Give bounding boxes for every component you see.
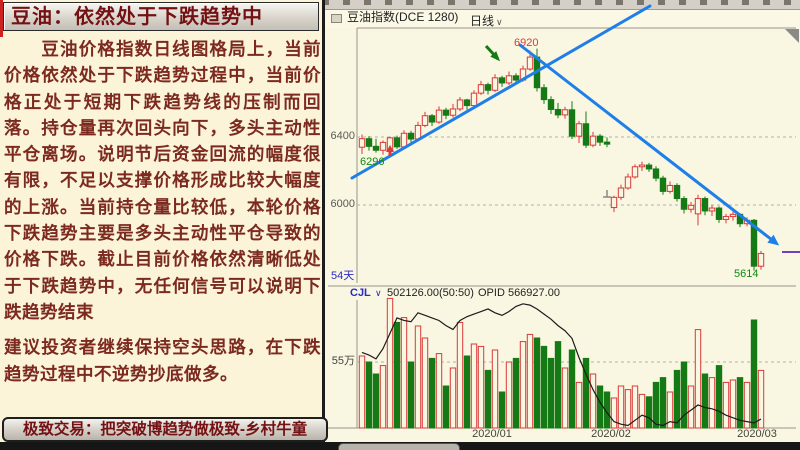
volume-axis-label: 55万 [331, 355, 355, 367]
analysis-panel: 豆油：依然处于下跌趋势中 豆油价格指数日线图格局上，当前价格依然处于下跌趋势过程… [0, 0, 325, 450]
chevron-down-icon: ∨ [496, 17, 503, 27]
peak-price-label: 6920 [514, 37, 539, 49]
last-low-price-label: 5614 [734, 268, 759, 280]
indicator-row: CJL ∨ 502126.00(50:50) OPID 566927.00 [325, 286, 800, 299]
price-axis-label: 6000 [330, 198, 355, 210]
chart-toolbar[interactable] [325, 0, 800, 10]
price-axis-label: 6400 [330, 130, 355, 142]
analysis-title: 豆油：依然处于下跌趋势中 [3, 2, 319, 31]
chevron-down-icon[interactable]: ∨ [375, 288, 382, 298]
indicator-name[interactable]: CJL [350, 287, 371, 299]
red-edge-mark [0, 0, 3, 37]
analysis-paragraph: 豆油价格指数日线图格局上，当前价格依然处于下跌趋势过程中，当前价格正处于短期下跌… [4, 39, 321, 322]
days-count-label: 54天 [331, 270, 355, 282]
scrollbar-thumb[interactable] [338, 443, 460, 450]
indicator-value: 502126.00(50:50) [387, 287, 474, 299]
analysis-paragraph: 建议投资者继续保持空头思路，在下跌趋势过程中不逆势抄底做多。 [4, 337, 321, 384]
signature-banner: 极致交易：把突破博趋势做极致-乡村牛童 [2, 417, 328, 442]
open-interest-value: OPID 566927.00 [478, 287, 560, 299]
time-axis-label: 2020/02 [591, 428, 631, 440]
period-selector[interactable]: 日线 ∨ [470, 12, 503, 29]
left-low-price-label: 6296 [360, 156, 385, 168]
period-label: 日线 [470, 14, 495, 28]
link-icon[interactable] [331, 14, 342, 23]
chart-header-bar [325, 10, 800, 28]
time-axis-label: 2020/03 [737, 428, 777, 440]
analysis-body: 豆油价格指数日线图格局上，当前价格依然处于下跌趋势过程中，当前价格正处于短期下跌… [4, 36, 321, 396]
time-axis-label: 2020/01 [472, 428, 512, 440]
instrument-title: 豆油指数(DCE 1280) [347, 10, 459, 24]
